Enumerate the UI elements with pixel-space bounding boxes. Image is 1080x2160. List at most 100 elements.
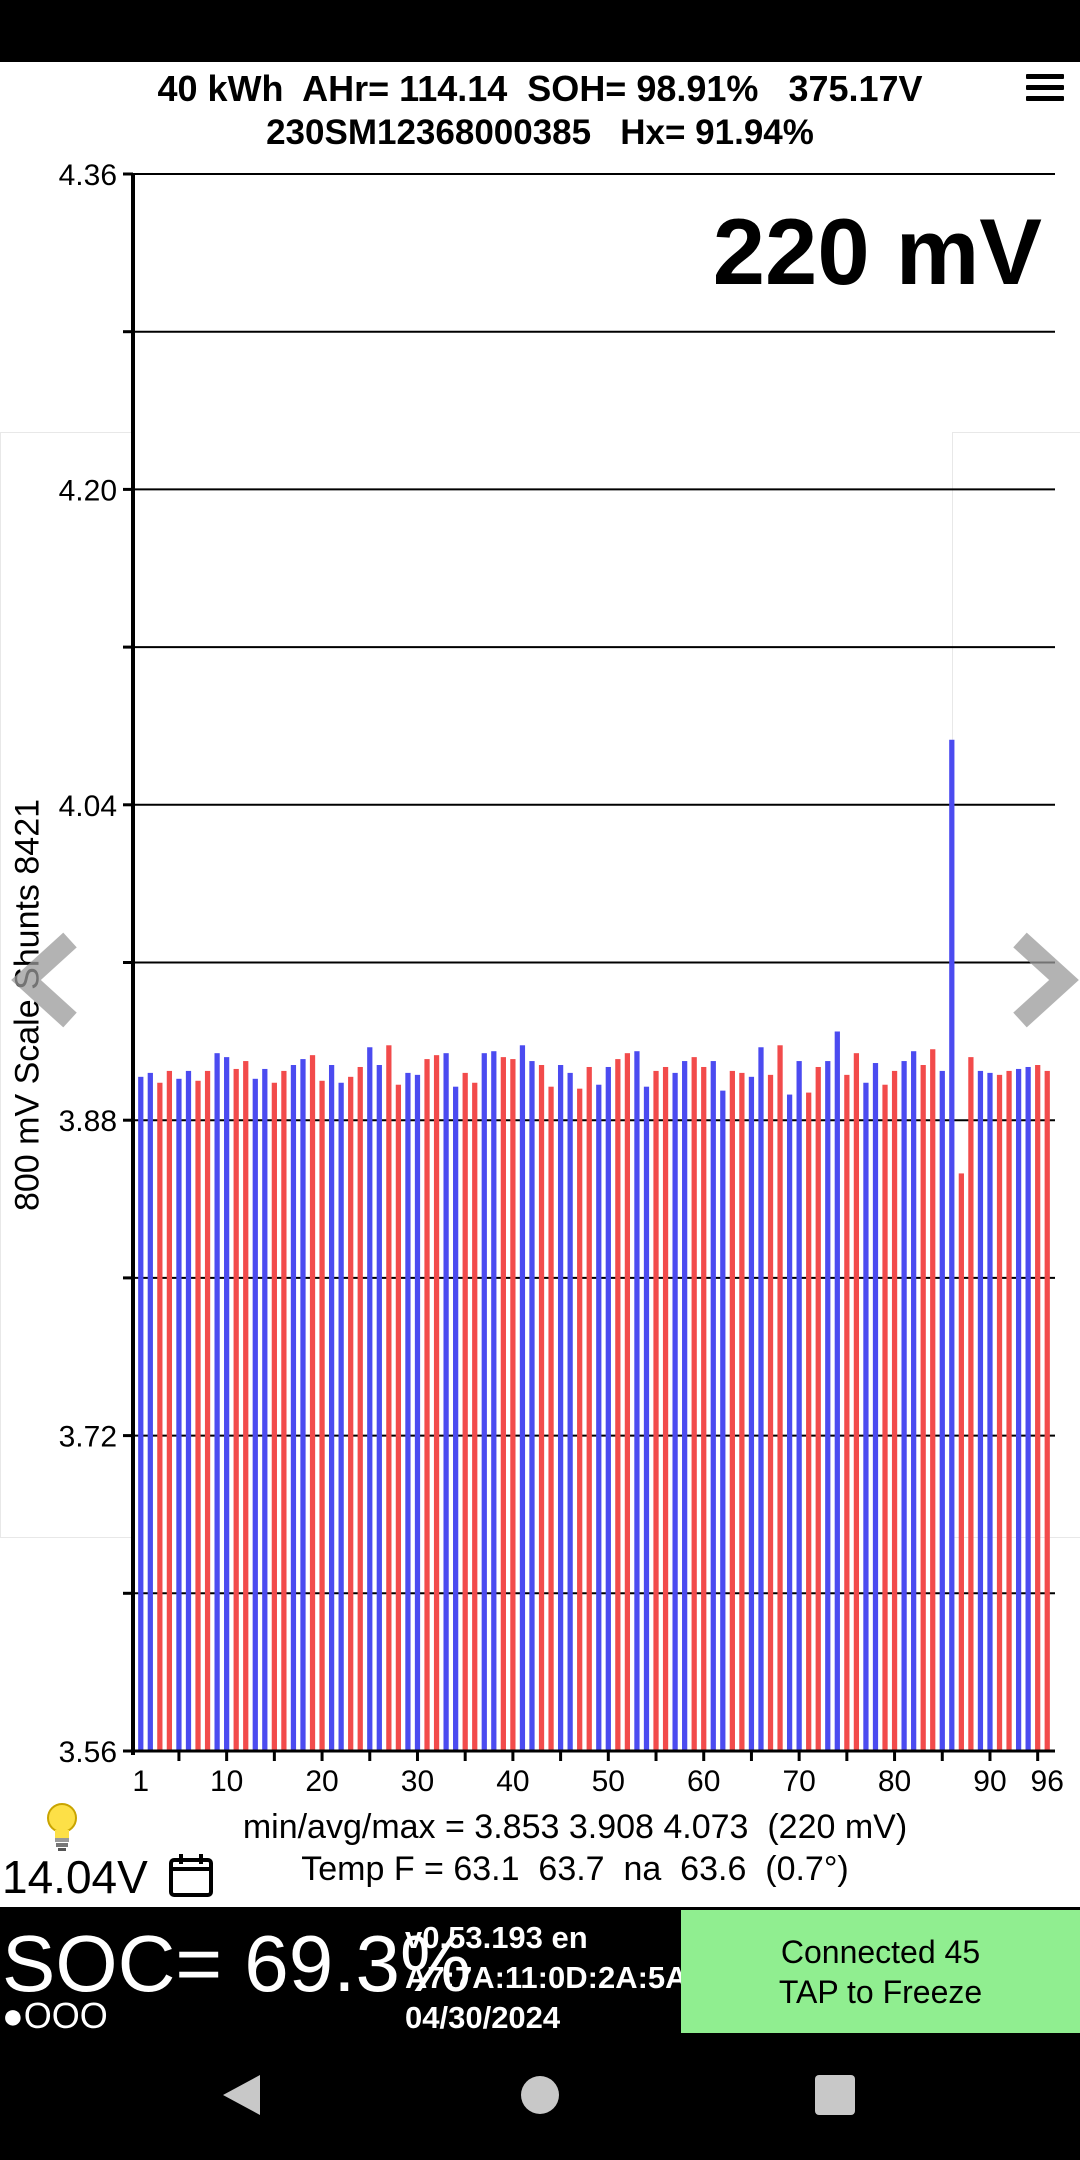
cell-bar (309, 1055, 316, 1751)
cell-bar (405, 1072, 411, 1751)
cell-bar (481, 1053, 487, 1751)
cell-bar (472, 1082, 478, 1751)
cell-bar (500, 1057, 506, 1751)
cell-bar (443, 1053, 449, 1751)
x-tick-label: 80 (878, 1765, 911, 1798)
cell-bar (872, 1063, 879, 1751)
cell-bar (634, 1051, 640, 1751)
cell-bar (920, 1065, 926, 1751)
x-tick-label: 50 (592, 1765, 625, 1798)
cell-bar (567, 1072, 573, 1751)
lightbulb-icon[interactable] (44, 1802, 80, 1852)
cell-bar (882, 1084, 888, 1751)
square-recents-icon[interactable] (800, 2060, 870, 2130)
cell-bar (739, 1072, 745, 1751)
voltage-spread: 220 mV (712, 199, 1042, 304)
cell-bar (348, 1076, 354, 1751)
cell-bar (653, 1070, 659, 1751)
connect-freeze-button[interactable]: Connected 45 TAP to Freeze (681, 1910, 1080, 2034)
cell-bar (176, 1078, 182, 1751)
calendar-icon[interactable] (168, 1852, 214, 1898)
y-tick-label: 3.88 (59, 1105, 117, 1138)
cell-bar (605, 1066, 611, 1751)
date: 04/30/2024 (405, 2000, 561, 2035)
cell-bar (777, 1045, 783, 1751)
cell-bar (596, 1084, 602, 1751)
cell-bar (462, 1072, 468, 1751)
cell-bar (300, 1059, 306, 1751)
cell-bar (710, 1061, 716, 1751)
chevron-left-icon[interactable] (8, 930, 88, 1030)
cell-bar (414, 1074, 421, 1751)
header-summary: 40 kWh AHr= 114.14 SOH= 98.91% 375.17V (157, 68, 923, 109)
cell-bar (930, 1049, 936, 1751)
freeze-hint: TAP to Freeze (778, 1974, 983, 2010)
cell-bar (968, 1057, 974, 1751)
cell-voltage-chart: 4.36 4.20 4.04 3.88 3.72 3.56 1 10 20 30 40 50 60 70 8… (59, 159, 1064, 1798)
cell-bar (510, 1059, 516, 1751)
cell-bar (271, 1082, 277, 1751)
triangle-back-icon[interactable] (208, 2060, 278, 2130)
cell-bar (701, 1066, 707, 1751)
cell-bar (529, 1061, 535, 1751)
cell-bar (195, 1080, 201, 1751)
cell-bar (796, 1061, 802, 1751)
cell-bar (395, 1084, 402, 1751)
cell-bar (977, 1070, 984, 1751)
cell-bar (691, 1057, 697, 1751)
cell-bar (233, 1068, 239, 1751)
cell-bar (1035, 1065, 1041, 1751)
cell-bar (338, 1082, 344, 1751)
cell-bar (252, 1078, 258, 1751)
cell-bar (853, 1053, 860, 1751)
device-mac: A7:7A:11:0D:2A:5A (405, 1960, 688, 1995)
cell-bar (758, 1047, 764, 1751)
min-avg-max-stats: min/avg/max = 3.853 3.908 4.073 (220 mV) (242, 1808, 908, 1846)
x-tick-label: 1 (132, 1765, 149, 1798)
connect-status: Connected 45 (780, 1934, 981, 1970)
status-bar (0, 0, 1080, 62)
cell-bar (243, 1061, 249, 1751)
connection-dots: ●OOO (2, 1995, 108, 2036)
cell-bar (844, 1074, 850, 1751)
cell-bar (424, 1059, 430, 1751)
cell-bar (891, 1070, 898, 1751)
cell-bar (815, 1066, 821, 1751)
cell-bar (748, 1076, 755, 1751)
cell-bar (281, 1070, 287, 1751)
cell-bar (262, 1068, 268, 1751)
cell-bar (147, 1072, 153, 1751)
cell-bar (557, 1065, 564, 1751)
cell-bar (1025, 1066, 1031, 1751)
x-tick-label: 20 (305, 1765, 338, 1798)
x-tick-label: 60 (687, 1765, 720, 1798)
cell-bar (386, 1045, 392, 1751)
x-tick-label: 30 (401, 1765, 434, 1798)
cell-bar (519, 1045, 526, 1751)
aux-battery-voltage: 14.04V (2, 1851, 148, 1903)
cell-bar (166, 1070, 173, 1751)
cell-bar (672, 1072, 678, 1751)
cell-bar (290, 1065, 297, 1751)
cell-bar (643, 1086, 650, 1751)
cell-bar (453, 1086, 459, 1751)
version-info: v0.53.193 en A7:7A:11:0D:2A:5A 04/30/202… (405, 1918, 688, 2038)
cell-bar (720, 1090, 726, 1751)
cell-bar (662, 1066, 669, 1751)
cell-bar (1006, 1070, 1012, 1751)
circle-home-icon[interactable] (505, 2060, 575, 2130)
cell-bar (491, 1051, 497, 1751)
hamburger-menu-icon[interactable] (1026, 74, 1064, 102)
cell-bar (586, 1066, 592, 1751)
chevron-right-icon[interactable] (1002, 930, 1080, 1030)
cell-bar (901, 1061, 907, 1751)
cell-bar (1015, 1068, 1022, 1751)
cell-bar (786, 1094, 793, 1751)
x-tick-label: 10 (210, 1765, 243, 1798)
cell-bar (911, 1051, 917, 1751)
cell-bar (367, 1047, 373, 1751)
cell-bar (996, 1074, 1003, 1751)
cell-bar (834, 1031, 840, 1751)
cell-bar (357, 1066, 363, 1751)
x-tick-label: 40 (496, 1765, 529, 1798)
